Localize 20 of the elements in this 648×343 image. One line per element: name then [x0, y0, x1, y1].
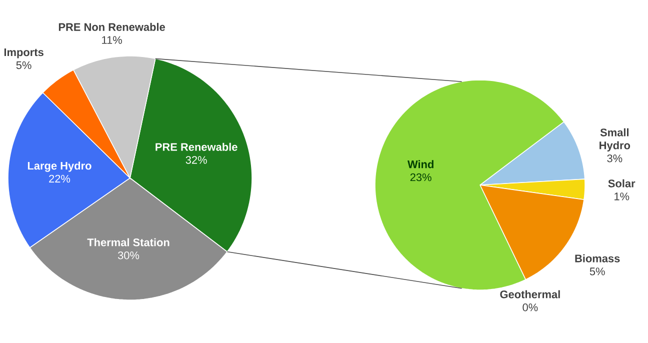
slice-label: PRE Renewable: [156, 142, 238, 151]
data-label: 1%: [614, 192, 630, 200]
data-label: 5%: [590, 268, 605, 276]
slice-label: Small Hydro: [600, 128, 630, 152]
data-label: 23%: [410, 173, 432, 182]
data-label: 11%: [102, 36, 122, 44]
slice-label: Wind: [408, 160, 434, 168]
category-label: Geothermal: [500, 290, 560, 298]
text: 0%: [522, 303, 538, 312]
slice-label: Thermal Station: [87, 238, 170, 246]
data-label: 32%: [186, 156, 207, 164]
slice-label: PRE Non Renewable: [58, 22, 165, 31]
slice-label: Biomass: [575, 254, 620, 262]
data-label: 5%: [16, 61, 32, 70]
slice-label: Solar: [608, 179, 636, 188]
slice-label: Large Hydro: [28, 162, 92, 172]
data-label: 30%: [118, 251, 140, 260]
data-label: 22%: [49, 174, 70, 183]
slice-label: Imports: [4, 48, 44, 58]
data-label: 3%: [607, 154, 622, 162]
